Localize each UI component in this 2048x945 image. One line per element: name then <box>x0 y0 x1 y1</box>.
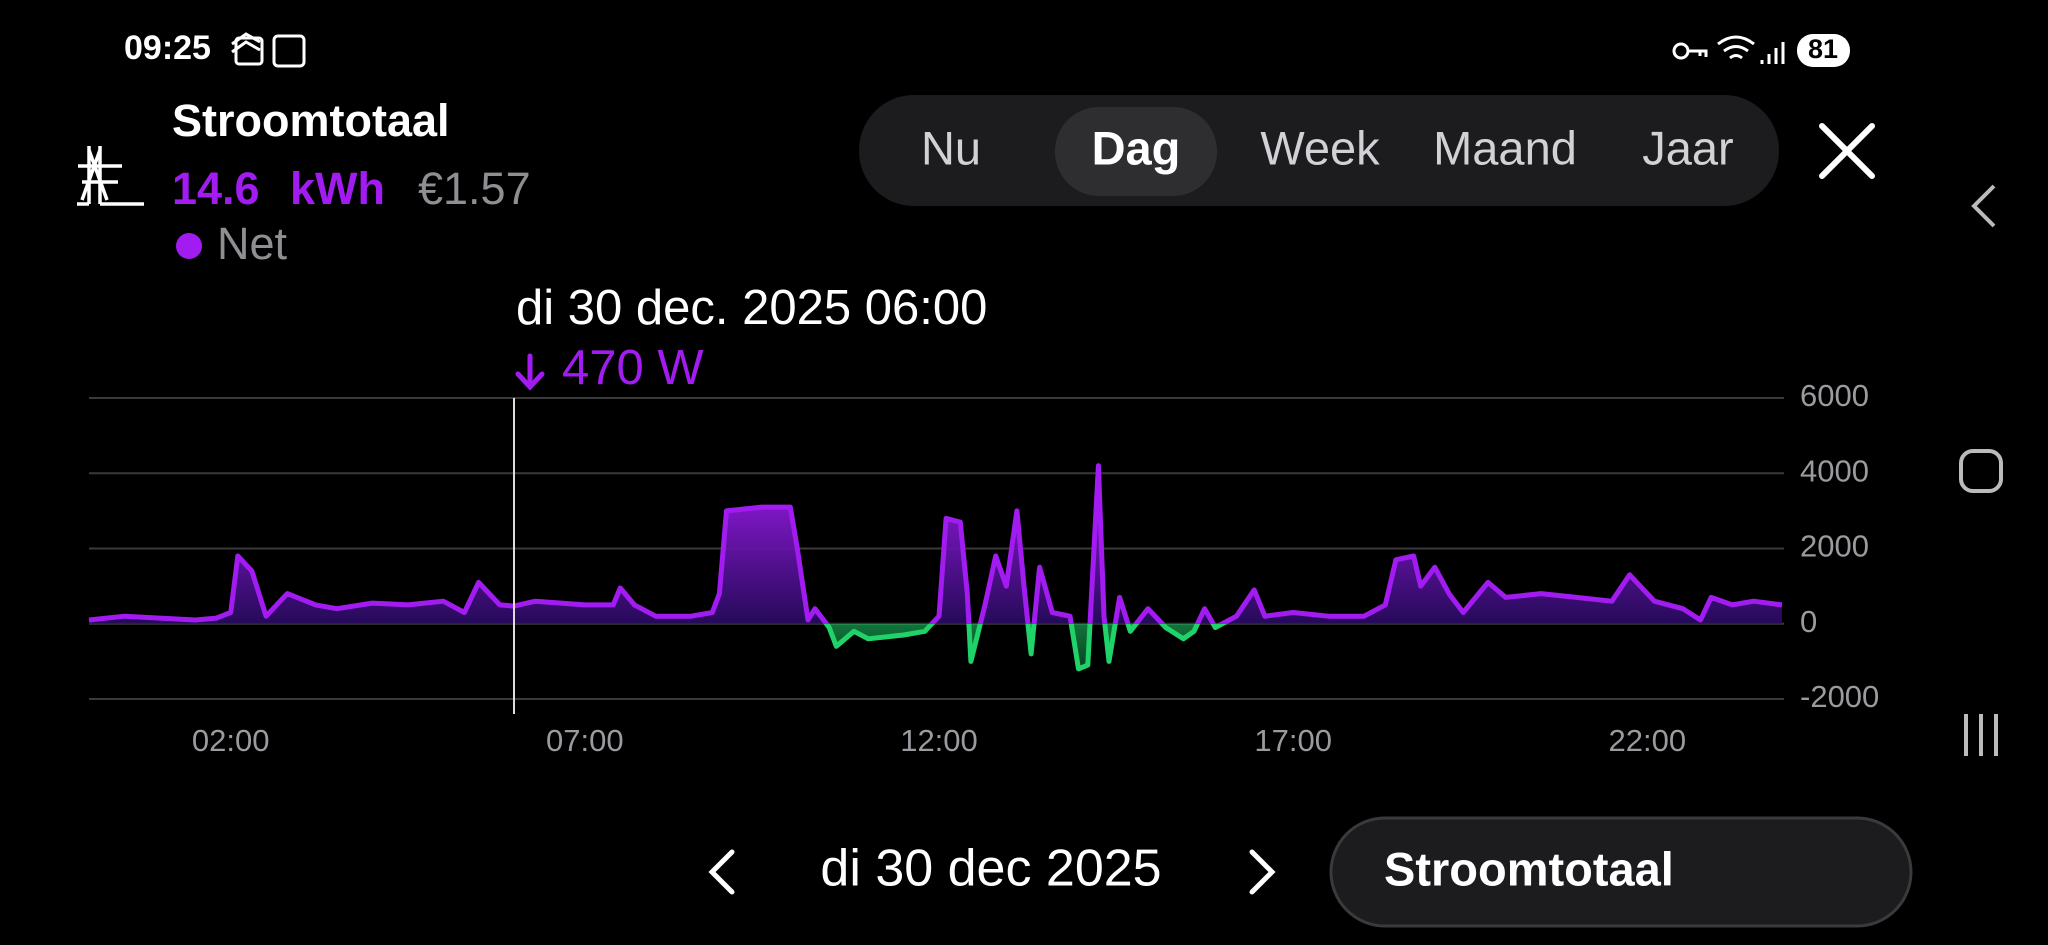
area-fill <box>89 465 1782 669</box>
next-day[interactable] <box>1249 849 1276 895</box>
y-tick-label: 6000 <box>1800 378 1869 413</box>
dataset-button[interactable] <box>1329 816 1913 928</box>
energy-unit: kWh <box>290 163 385 214</box>
x-tick-label: 22:00 <box>1609 723 1687 758</box>
tab[interactable]: Week <box>1260 121 1380 174</box>
status-icons <box>231 32 306 68</box>
tab[interactable]: Maand <box>1433 121 1577 174</box>
tab-selected[interactable]: Dag <box>1092 121 1181 174</box>
battery-level: 81 <box>1808 34 1838 64</box>
energy-value: 14.6 <box>172 163 260 214</box>
y-tick-label: 0 <box>1800 604 1817 639</box>
x-tick-label: 07:00 <box>546 723 624 758</box>
prev-day[interactable] <box>708 849 735 895</box>
tooltip-label: di 30 dec. 2025 06:00 <box>516 281 987 335</box>
clock: 09:25 <box>124 29 211 67</box>
cost: €1.57 <box>418 163 531 214</box>
system-icons <box>1672 35 1785 64</box>
x-tick-label: 17:00 <box>1254 723 1332 758</box>
tooltip-value: 470 W <box>562 341 704 395</box>
tab[interactable]: Jaar <box>1642 121 1733 174</box>
tooltip-arrow <box>515 353 545 391</box>
battery <box>1797 34 1850 67</box>
date: di 30 dec 2025 <box>820 840 1161 898</box>
y-tick-label: 4000 <box>1800 453 1869 488</box>
y-tick-label: 2000 <box>1800 529 1869 564</box>
x-tick-label: 12:00 <box>900 723 978 758</box>
y-tick-label: -2000 <box>1800 679 1879 714</box>
dataset-label: Stroomtotaal <box>1384 842 1674 895</box>
line <box>88 463 1783 672</box>
legend-label: Net <box>217 218 288 269</box>
nav-back[interactable] <box>1971 184 1996 228</box>
tab-selected-bg <box>1055 107 1217 196</box>
pylon-icon <box>77 146 144 206</box>
legend-dot <box>176 233 202 259</box>
chart: -2000 0 2000 4000 6000 02:00 07:00 12:00 17:00 22… <box>88 281 1879 758</box>
nav-recents[interactable] <box>1964 714 1998 756</box>
close-button[interactable] <box>1819 123 1875 179</box>
title: Stroomtotaal <box>172 95 450 146</box>
x-tick-label: 02:00 <box>192 723 270 758</box>
nav-home[interactable] <box>1959 449 2003 493</box>
tab[interactable]: Nu <box>921 121 981 174</box>
